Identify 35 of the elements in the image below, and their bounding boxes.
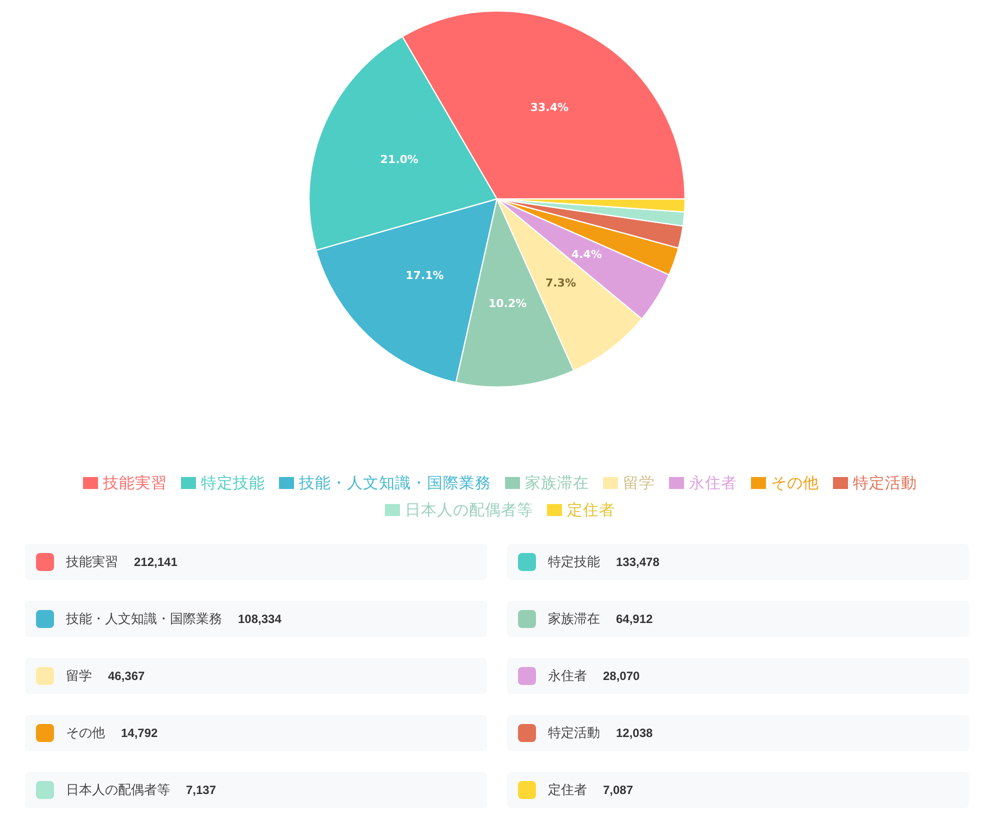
legend-label: その他 [771,473,819,494]
data-label: 7,137 [186,783,216,797]
legend-label: 家族滞在 [525,473,589,494]
legend-label: 日本人の配偶者等 [405,500,533,521]
data-label: 7,087 [603,783,634,797]
data-label: 108,334 [238,612,282,626]
legend-label: 特定活動 [853,473,917,494]
category-label: 家族滞在 [548,611,600,628]
category-label: 特定技能 [548,554,600,571]
category-label: 技能・人文知識・国際業務 [66,611,222,628]
data-label: 12,038 [616,726,653,740]
data-label: 46,367 [108,669,145,683]
data-label: 7.3% [545,276,576,290]
legend-label: 永住者 [689,473,737,494]
category-label: 留学 [66,668,92,685]
data-label: 133,478 [616,555,660,569]
category-label: 日本人の配偶者等 [66,782,170,799]
data-label: 64,912 [616,612,653,626]
data-label: 21.0% [380,153,418,166]
data-label: 4.4% [571,248,602,261]
data-label: 10.2% [488,297,527,310]
category-label: 永住者 [548,668,587,685]
legend-label: 定住者 [567,500,615,521]
data-label: 28,070 [603,669,640,683]
category-label: 定住者 [548,782,587,799]
category-label: 技能実習 [66,554,118,571]
data-label: 33.4% [530,101,569,114]
data-label: 14,792 [121,726,158,740]
legend-label: 技能実習 [103,473,167,494]
category-label: 特定活動 [548,725,600,742]
data-label: 212,141 [134,555,178,569]
category-label: その他 [66,725,105,742]
legend-label: 特定技能 [201,473,265,494]
data-label: 17.1% [406,269,444,282]
legend-label: 留学 [623,473,655,494]
